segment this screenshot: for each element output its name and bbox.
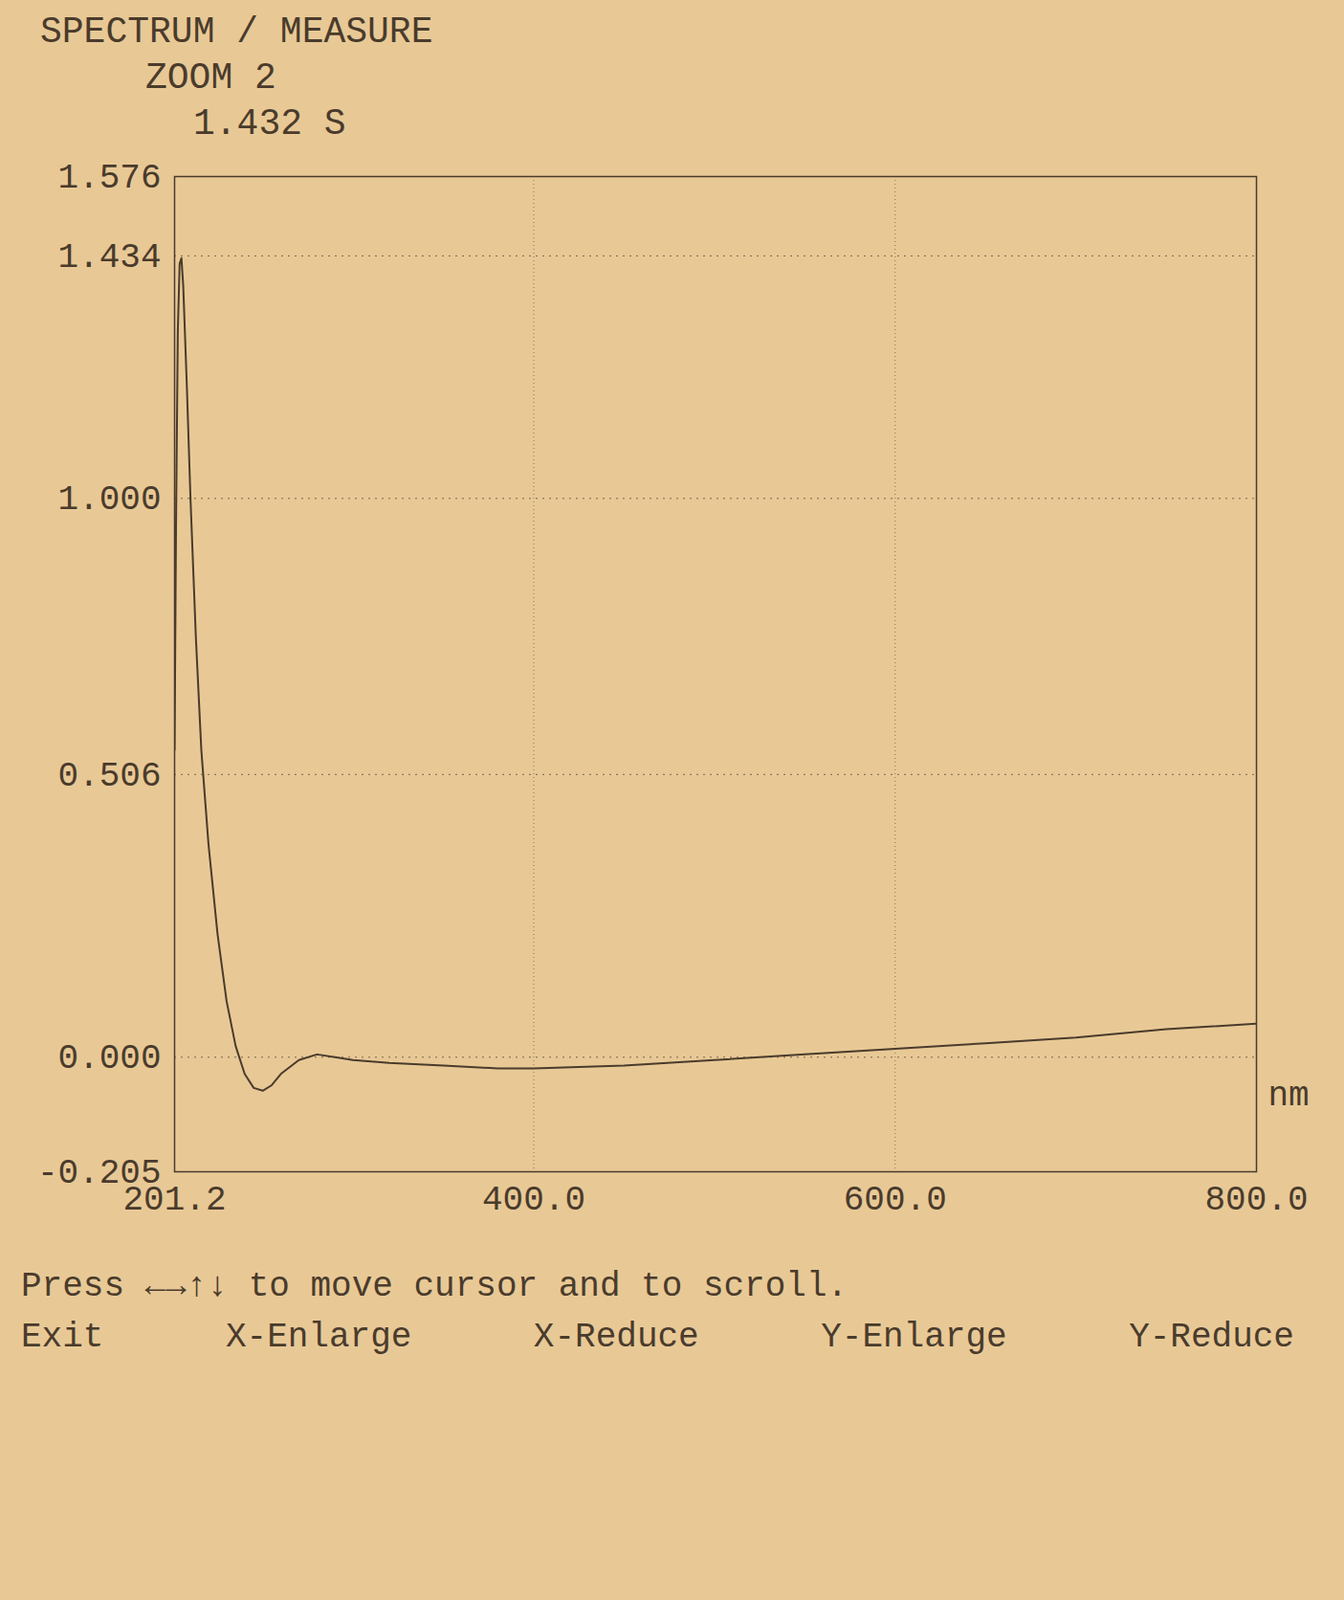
html-text:Exit: Exit [21, 1317, 104, 1357]
svg-text:800.0: 800.0 [1204, 1180, 1308, 1220]
svg-text:1.576: 1.576 [57, 158, 161, 199]
svg-text:0.506: 0.506 [57, 756, 161, 796]
html-text:SPECTRUM / MEASURE: SPECTRUM / MEASURE [40, 11, 433, 53]
svg-text:1.434: 1.434 [57, 238, 161, 278]
svg-text:600.0: 600.0 [843, 1180, 948, 1220]
svg-text:400.0: 400.0 [482, 1180, 586, 1220]
html-text:Y-Enlarge: Y-Enlarge [820, 1317, 1007, 1357]
html-text:X-Enlarge: X-Enlarge [225, 1317, 412, 1357]
svg-text:1.000: 1.000 [57, 480, 161, 520]
svg-text:0.000: 0.000 [57, 1038, 161, 1079]
svg-text:-0.205: -0.205 [37, 1153, 162, 1193]
html-text:X-Reduce: X-Reduce [533, 1317, 699, 1357]
html-text:ZOOM 2: ZOOM 2 [145, 57, 277, 99]
svg-text:nm: nm [1268, 1076, 1310, 1116]
svg-text:201.2: 201.2 [122, 1180, 226, 1220]
html-text:Y-Reduce: Y-Reduce [1128, 1317, 1295, 1357]
html-text:1.432 S: 1.432 S [193, 103, 346, 145]
html-text:Press ←→↑↓ to move cursor and: Press ←→↑↓ to move cursor and to scroll. [21, 1266, 848, 1306]
